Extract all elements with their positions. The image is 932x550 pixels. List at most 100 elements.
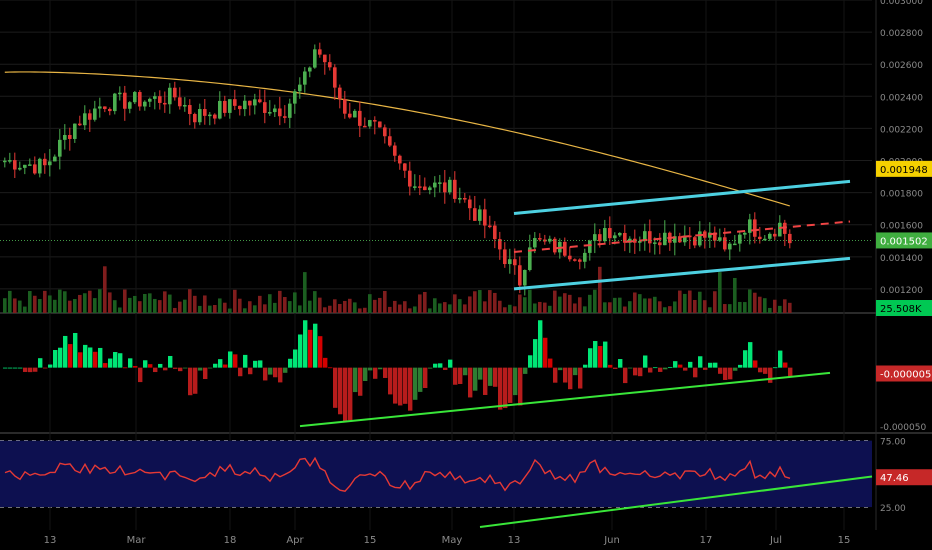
oscillator-bar (543, 337, 548, 368)
oscillator-bar (148, 364, 153, 368)
price-axis[interactable]: 0.003000 0.002800 0.002600 0.002400 0.002200… (876, 0, 932, 514)
rsi-value-badge: 47.46 (880, 473, 909, 484)
oscillator-bar (738, 364, 743, 368)
oscillator-bar (763, 367, 768, 374)
oscillator-bar (448, 359, 453, 368)
candle-body (438, 182, 442, 184)
candle-body (673, 236, 677, 243)
oscillator-bar (598, 346, 603, 368)
volume-bar (53, 299, 57, 313)
candle-body (768, 233, 772, 239)
oscillator-bar (253, 360, 258, 368)
candle-body (133, 92, 137, 103)
volume-bar (593, 289, 597, 313)
oscillator-bar (613, 367, 618, 369)
oscillator-bar (728, 367, 733, 380)
volume-bar (293, 292, 297, 313)
oscillator-bar (398, 367, 403, 406)
candle-body (23, 164, 27, 168)
volume-bar (408, 308, 412, 313)
oscillator-bar (238, 367, 243, 377)
volume-bar (138, 301, 142, 313)
volume-bar (323, 307, 327, 313)
candle-body (158, 96, 162, 103)
candle-body (118, 92, 122, 95)
candle-body (648, 231, 652, 244)
oscillator-bar (303, 320, 308, 368)
volume-bar (648, 298, 652, 313)
volume-bar (658, 301, 662, 313)
oscillator-bar (28, 367, 33, 373)
volume-bar (598, 266, 602, 313)
oscillator-bar (463, 367, 468, 376)
volume-bar (148, 293, 152, 313)
volume-bar (203, 295, 207, 313)
candle-body (188, 105, 192, 115)
price-tick-label: 0.002200 (880, 125, 923, 135)
candle-body (608, 228, 612, 239)
oscillator-bar (558, 367, 563, 371)
volume-bar (468, 296, 472, 313)
oscillator-bar (513, 367, 518, 396)
candle-body (758, 236, 762, 240)
oscillator-bar (248, 367, 253, 375)
oscillator-bar (383, 367, 388, 378)
volume-bar (478, 290, 482, 313)
oscillator-value-badge-bg (876, 365, 932, 382)
oscillator-bar (358, 367, 363, 396)
volume-bar (683, 293, 687, 313)
oscillator-bar (278, 367, 283, 383)
oscillator-bar (658, 367, 663, 372)
time-tick-label: Apr (286, 535, 304, 546)
candle-body (258, 99, 262, 103)
rsi-panel (4, 456, 873, 528)
price-tick-label: 0.002600 (880, 61, 923, 71)
candle-body (28, 164, 32, 166)
oscillator-bar (638, 367, 643, 377)
oscillator-bar (283, 367, 288, 373)
volume-bar (133, 295, 137, 313)
oscillator-bar (528, 355, 533, 368)
candle-body (573, 259, 577, 261)
oscillator-bar (493, 367, 498, 387)
candle-body (378, 121, 382, 128)
candle-body (308, 67, 312, 72)
oscillator-bar (178, 367, 183, 372)
oscillator-bar (58, 347, 63, 368)
volume-bar (313, 291, 317, 313)
oscillator-bar (708, 362, 713, 368)
candle-body (233, 99, 237, 106)
oscillator-bar (388, 367, 393, 395)
oscillator-bar (243, 354, 248, 368)
candle-body (773, 233, 777, 237)
candle-body (618, 232, 622, 236)
oscillator-bar (783, 362, 788, 368)
oscillator-bar (83, 344, 88, 368)
oscillator-tick-label: -0.000050 (880, 423, 926, 433)
volume-bar (698, 291, 702, 313)
candle-body (763, 238, 767, 241)
volume-bar (528, 289, 532, 313)
oscillator-bar (698, 356, 703, 368)
candle-body (343, 99, 347, 114)
volume-bar (153, 298, 157, 313)
volume-bar (448, 304, 452, 313)
oscillator-bar (233, 354, 238, 368)
candle-body (183, 105, 187, 107)
oscillator-bar (298, 334, 303, 368)
time-axis[interactable]: 13 Mar 18 Apr 15 May 13 Jun 17 Jul 15 (44, 535, 851, 546)
candle-body (388, 136, 392, 146)
oscillator-bar (168, 355, 173, 368)
volume-bar (298, 305, 302, 313)
price-tick-label: 0.003000 (880, 0, 923, 7)
volume-bar (428, 308, 432, 313)
candle-body (433, 182, 437, 188)
volume-bar (523, 297, 527, 313)
volume-bar (783, 299, 787, 313)
oscillator-bar (343, 367, 348, 422)
oscillator-bar (743, 350, 748, 368)
volume-bar (108, 292, 112, 313)
oscillator-bar (603, 341, 608, 368)
oscillator-bar (323, 357, 328, 368)
oscillator-bar (748, 342, 753, 368)
